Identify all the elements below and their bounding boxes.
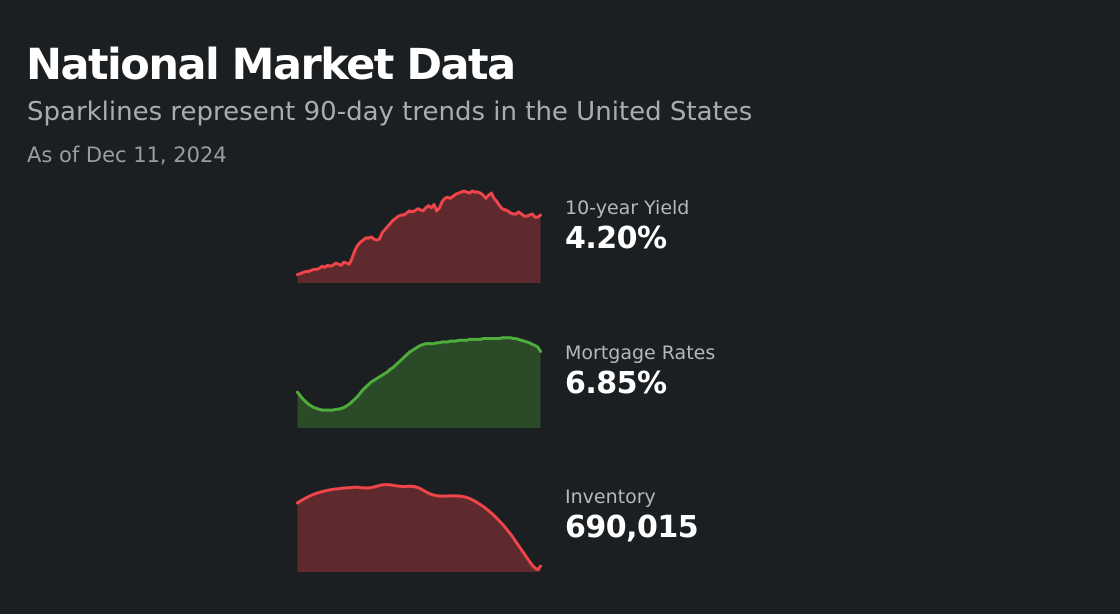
page-title: National Market Data bbox=[26, 40, 516, 90]
sparkline-line bbox=[296, 189, 542, 277]
sparkline-line bbox=[296, 336, 542, 412]
metric-value: 690,015 bbox=[565, 510, 699, 545]
sparkline-line bbox=[296, 483, 542, 572]
metric-label: Inventory bbox=[565, 486, 656, 508]
metric-value: 6.85% bbox=[565, 366, 667, 401]
metric-label: 10-year Yield bbox=[565, 197, 690, 219]
sparkline-ten-year-yield bbox=[296, 189, 542, 283]
page-subtitle: Sparklines represent 90-day trends in th… bbox=[27, 97, 753, 127]
metric-mortgage-rates: Mortgage Rates 6.85% bbox=[296, 328, 796, 428]
metric-inventory: Inventory 690,015 bbox=[296, 472, 796, 572]
metric-ten-year-yield: 10-year Yield 4.20% bbox=[296, 183, 796, 283]
sparkline-area bbox=[297, 484, 541, 572]
sparkline-area bbox=[297, 337, 541, 428]
metric-label: Mortgage Rates bbox=[565, 342, 716, 364]
sparkline-inventory bbox=[296, 483, 542, 572]
metric-value: 4.20% bbox=[565, 221, 667, 256]
sparkline-mortgage-rates bbox=[296, 336, 542, 428]
sparkline-area bbox=[297, 191, 541, 283]
as-of-date: As of Dec 11, 2024 bbox=[27, 143, 227, 167]
